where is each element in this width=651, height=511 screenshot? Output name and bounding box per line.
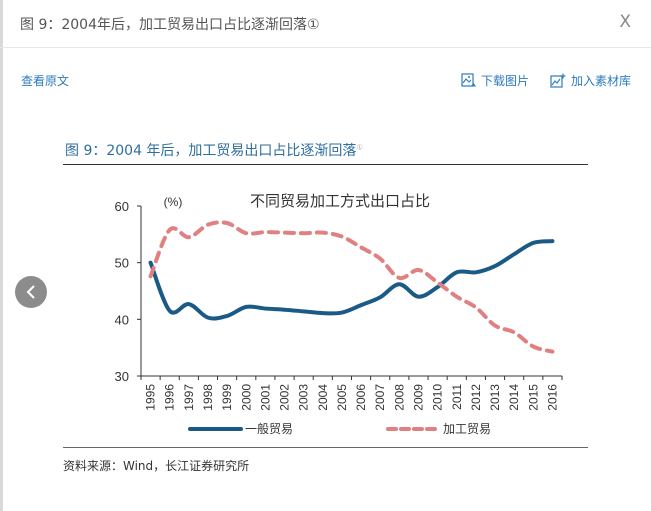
x-tick-label: 2006 xyxy=(354,384,368,411)
add-to-library-button[interactable]: 加入素材库 xyxy=(550,72,631,89)
y-tick-label: 40 xyxy=(115,312,129,327)
close-icon[interactable]: X xyxy=(619,12,631,32)
x-tick-label: 2001 xyxy=(258,384,272,411)
legend-item-processing-trade: 加工贸易 xyxy=(386,420,491,437)
add-to-library-label: 加入素材库 xyxy=(571,74,632,88)
chevron-left-icon xyxy=(26,285,35,299)
figure-caption-text: 图 9：2004 年后，加工贸易出口占比逐渐回落 xyxy=(65,143,357,159)
legend-label-general-trade: 一般贸易 xyxy=(245,422,294,436)
series-line-general-trade xyxy=(148,239,555,321)
x-tick-label: 2013 xyxy=(488,384,502,411)
x-tick-label: 2003 xyxy=(297,384,311,411)
source-note: 资料来源：Wind，长江证券研究所 xyxy=(63,459,250,473)
download-image-button[interactable]: 下载图片 xyxy=(461,72,529,89)
caption-divider xyxy=(63,164,588,165)
x-tick-label: 2000 xyxy=(239,384,253,411)
x-tick-label: 1995 xyxy=(144,384,158,411)
line-chart: 不同贸易加工方式出口占比 (%) 30 40 50 60 1995 1996 1997 199… xyxy=(115,192,563,411)
y-tick-label: 30 xyxy=(115,369,129,384)
x-tick-label: 1999 xyxy=(220,384,234,411)
x-tick-label: 2005 xyxy=(335,384,349,411)
view-original-link[interactable]: 查看原文 xyxy=(21,74,70,88)
x-tick-label: 1998 xyxy=(201,384,215,411)
legend-label-processing-trade: 加工贸易 xyxy=(443,422,492,436)
x-tick-label: 2004 xyxy=(316,384,330,411)
previous-button[interactable] xyxy=(15,276,47,308)
x-tick-label: 2002 xyxy=(278,384,292,411)
x-tick-label: 2016 xyxy=(545,384,559,411)
dialog-header: 图 9：2004年后，加工贸易出口占比逐渐回落① X xyxy=(0,0,651,48)
series-line-processing-trade xyxy=(148,220,555,354)
x-tick-label: 2015 xyxy=(526,384,540,411)
page-edge xyxy=(0,0,3,511)
x-tick-label: 2012 xyxy=(469,384,483,411)
x-tick-label: 1996 xyxy=(163,384,177,411)
legend-swatch-general-trade xyxy=(188,426,243,431)
x-tick-label: 2009 xyxy=(411,384,425,411)
y-axis-unit: (%) xyxy=(164,195,183,209)
x-tick-label: 2014 xyxy=(507,384,521,411)
dialog-title: 图 9：2004年后，加工贸易出口占比逐渐回落① xyxy=(20,17,320,33)
x-tick-label: 1997 xyxy=(182,384,196,411)
figure-caption: 图 9：2004 年后，加工贸易出口占比逐渐回落① xyxy=(65,140,363,160)
legend-swatch-processing-trade xyxy=(386,426,441,431)
footnote-mark: ① xyxy=(356,143,363,152)
x-tick-label: 2010 xyxy=(431,384,445,411)
chart-add-icon xyxy=(550,73,566,88)
y-tick-label: 50 xyxy=(115,256,129,271)
x-tick-label: 2011 xyxy=(450,384,464,410)
source-divider xyxy=(63,447,588,448)
image-download-icon xyxy=(461,73,476,87)
y-tick-label: 60 xyxy=(115,199,129,214)
chart-title: 不同贸易加工方式出口占比 xyxy=(250,192,430,210)
x-tick-label: 2007 xyxy=(373,384,387,411)
x-tick-label: 2008 xyxy=(392,384,406,411)
download-image-label: 下载图片 xyxy=(481,74,530,88)
legend-item-general-trade: 一般贸易 xyxy=(188,420,293,437)
